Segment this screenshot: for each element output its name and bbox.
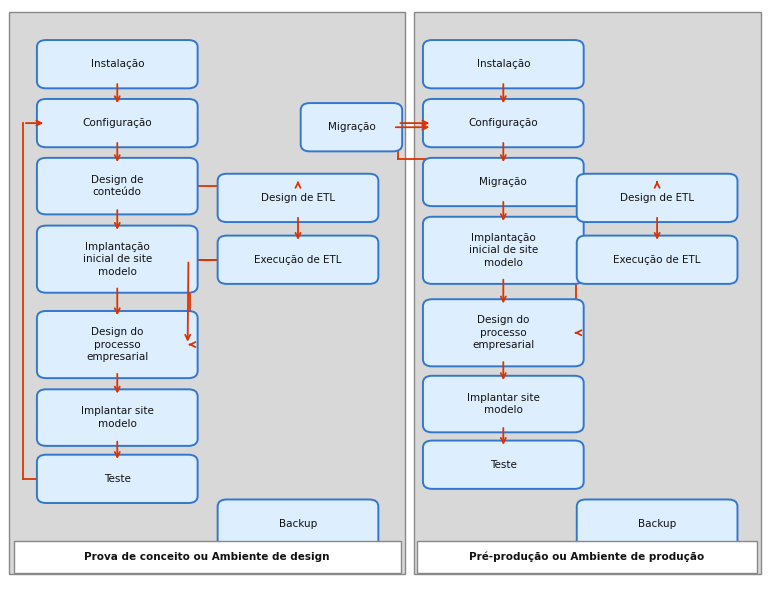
Text: Design do
processo
empresarial: Design do processo empresarial — [86, 327, 148, 362]
Text: Design do
processo
empresarial: Design do processo empresarial — [472, 315, 534, 350]
FancyBboxPatch shape — [423, 40, 584, 88]
FancyBboxPatch shape — [37, 99, 198, 147]
FancyBboxPatch shape — [417, 541, 757, 573]
FancyBboxPatch shape — [37, 311, 198, 378]
FancyBboxPatch shape — [423, 217, 584, 284]
FancyBboxPatch shape — [577, 174, 737, 222]
Text: Prova de conceito ou Ambiente de design: Prova de conceito ou Ambiente de design — [85, 552, 330, 562]
Text: Implantação
inicial de site
modelo: Implantação inicial de site modelo — [82, 241, 152, 277]
FancyBboxPatch shape — [218, 236, 378, 284]
FancyBboxPatch shape — [414, 12, 761, 574]
Text: Teste: Teste — [490, 460, 517, 469]
FancyBboxPatch shape — [37, 455, 198, 503]
FancyBboxPatch shape — [423, 158, 584, 206]
Text: Teste: Teste — [104, 474, 131, 484]
FancyBboxPatch shape — [577, 236, 737, 284]
Text: Instalação: Instalação — [91, 59, 144, 69]
FancyBboxPatch shape — [423, 99, 584, 147]
Text: Configuração: Configuração — [82, 118, 152, 128]
Text: Configuração: Configuração — [468, 118, 538, 128]
Text: Design de
conteúdo: Design de conteúdo — [91, 175, 144, 197]
FancyBboxPatch shape — [577, 499, 737, 548]
FancyBboxPatch shape — [37, 389, 198, 446]
FancyBboxPatch shape — [37, 226, 198, 293]
Text: Execução de ETL: Execução de ETL — [255, 255, 341, 264]
Text: Backup: Backup — [279, 519, 317, 528]
Text: Implantação
inicial de site
modelo: Implantação inicial de site modelo — [468, 233, 538, 268]
FancyBboxPatch shape — [37, 158, 198, 214]
Text: Instalação: Instalação — [477, 59, 530, 69]
FancyBboxPatch shape — [423, 376, 584, 432]
Text: Migração: Migração — [328, 123, 375, 132]
Text: Execução de ETL: Execução de ETL — [614, 255, 701, 264]
Text: Implantar site
modelo: Implantar site modelo — [81, 406, 154, 429]
Text: Implantar site
modelo: Implantar site modelo — [467, 393, 540, 415]
FancyBboxPatch shape — [218, 499, 378, 548]
FancyBboxPatch shape — [423, 299, 584, 366]
Text: Design de ETL: Design de ETL — [620, 193, 694, 203]
FancyBboxPatch shape — [9, 12, 405, 574]
FancyBboxPatch shape — [423, 441, 584, 489]
FancyBboxPatch shape — [37, 40, 198, 88]
Text: Pré-produção ou Ambiente de produção: Pré-produção ou Ambiente de produção — [469, 552, 704, 562]
FancyBboxPatch shape — [301, 103, 402, 151]
FancyBboxPatch shape — [14, 541, 401, 573]
Text: Design de ETL: Design de ETL — [261, 193, 335, 203]
Text: Backup: Backup — [638, 519, 676, 528]
Text: Migração: Migração — [479, 177, 528, 187]
FancyBboxPatch shape — [218, 174, 378, 222]
